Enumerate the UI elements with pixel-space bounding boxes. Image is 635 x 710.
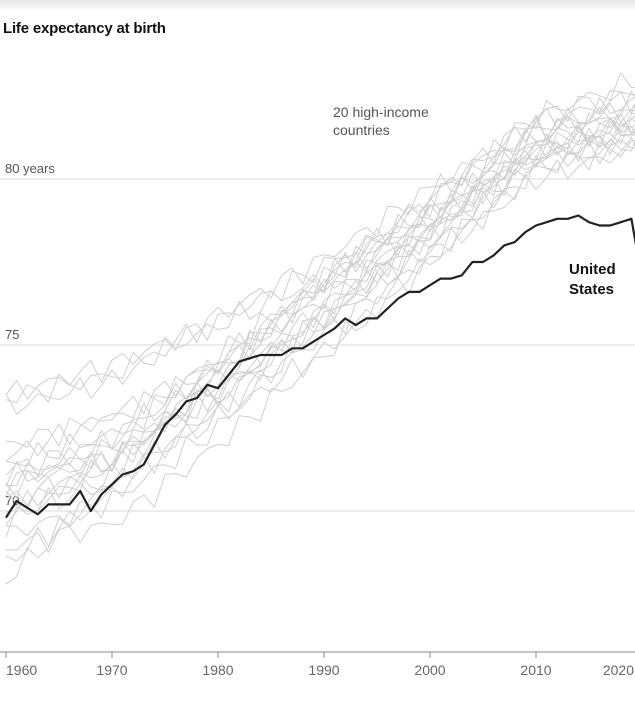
comparison-country-line — [5, 121, 635, 526]
x-tick-label: 1990 — [308, 662, 339, 678]
comparison-country-line — [5, 91, 635, 477]
comparison-country-line — [5, 137, 635, 553]
x-tick-label: 1980 — [202, 662, 233, 678]
comparison-lines — [5, 72, 635, 585]
y-tick-label: 80 years — [5, 161, 55, 176]
label-layer: 20 high-income countries United States — [333, 104, 616, 298]
comparison-country-line — [5, 139, 635, 510]
comparison-country-line — [5, 113, 635, 462]
us-line-layer — [5, 214, 635, 519]
comparison-country-line — [5, 133, 635, 498]
x-tick-label: 2000 — [414, 662, 445, 678]
group-label-line1: 20 high-income — [333, 104, 429, 120]
comparison-country-line — [5, 112, 635, 448]
comparison-country-line — [5, 120, 635, 487]
x-tick-label: 2010 — [520, 662, 551, 678]
top-shadow — [0, 0, 635, 12]
comparison-country-line — [5, 125, 635, 404]
chart-title: Life expectancy at birth — [3, 20, 166, 37]
x-tick-label: 2020 — [603, 662, 634, 678]
x-tick-label: 1960 — [6, 662, 37, 678]
us-series-line — [5, 214, 635, 519]
y-tick-label: 75 — [5, 327, 19, 342]
comparison-country-line — [5, 97, 635, 415]
us-label-line2: States — [569, 281, 614, 298]
us-label-line1: United — [569, 261, 616, 278]
comparison-country-line — [5, 72, 635, 585]
comparison-country-line — [5, 117, 635, 467]
x-tick-label: 1970 — [96, 662, 127, 678]
comparison-country-line — [5, 109, 635, 487]
group-label-line2: countries — [333, 122, 390, 138]
